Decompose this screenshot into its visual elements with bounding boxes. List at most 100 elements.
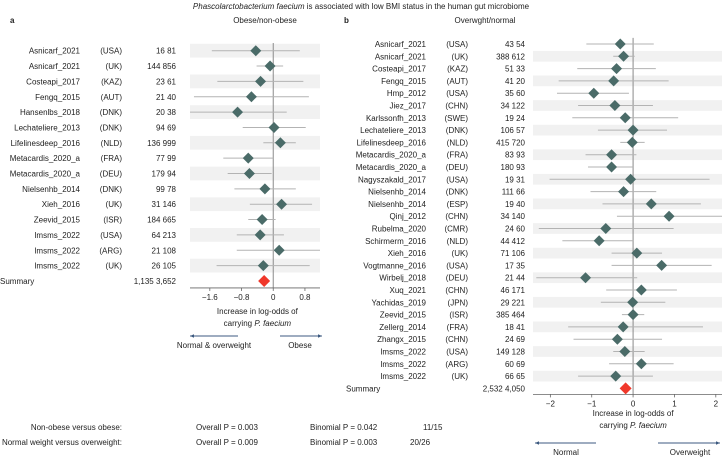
study-counts: 60 69 <box>505 360 526 369</box>
study-counts: 99 78 <box>156 185 177 194</box>
estimate-diamond <box>273 244 285 256</box>
x-axis-label-line1: Increase in log-odds of <box>217 307 299 316</box>
study-country: (UK) <box>106 262 123 271</box>
estimate-diamond <box>626 136 638 148</box>
estimate-diamond <box>588 87 600 99</box>
x-tick-label: 0 <box>631 399 636 408</box>
study-counts: 20 38 <box>156 108 177 117</box>
x-tick-label: 0 <box>271 293 276 302</box>
estimate-diamond <box>610 370 622 382</box>
panel-label: b <box>344 16 349 25</box>
study-counts: 26 105 <box>152 262 177 271</box>
study-country: (NLD) <box>101 139 123 148</box>
study-counts: 29 221 <box>501 298 526 307</box>
study-counts: 24 69 <box>505 335 526 344</box>
study-country: (USA) <box>100 47 122 56</box>
estimate-diamond <box>627 124 639 136</box>
study-counts: 184 665 <box>147 216 176 225</box>
estimate-diamond <box>619 112 631 124</box>
study-country: (SWE) <box>444 114 468 123</box>
stats-binomial-1: Binomial P = 0.003 <box>310 438 378 447</box>
x-tick-label: −1 <box>587 399 597 408</box>
estimate-diamond <box>627 296 639 308</box>
study-country: (UK) <box>452 52 469 61</box>
stats-binomial-0: Binomial P = 0.042 <box>310 423 378 432</box>
study-counts: 179 94 <box>152 170 177 179</box>
stats-overall-0: Overall P = 0.003 <box>196 423 258 432</box>
study-name: Xuq_2021 <box>390 286 427 295</box>
study-country: (DNK) <box>100 123 123 132</box>
study-name: Zellerg_2014 <box>379 323 426 332</box>
estimate-diamond <box>618 50 630 62</box>
study-counts: 388 612 <box>496 52 525 61</box>
study-name: Costeapi_2017 <box>372 65 426 74</box>
study-counts: 21 108 <box>152 246 177 255</box>
x-axis-label-line2: carrying P. faecium <box>599 421 667 430</box>
study-name: Vogtmanne_2016 <box>363 261 426 270</box>
study-name: Zhangx_2015 <box>377 335 426 344</box>
study-counts: 18 41 <box>505 323 526 332</box>
estimate-diamond <box>257 260 269 272</box>
study-country: (USA) <box>100 231 122 240</box>
study-name: Zeevid_2015 <box>380 311 427 320</box>
study-country: (USA) <box>446 348 468 357</box>
study-name: Jiez_2017 <box>390 102 427 111</box>
estimate-diamond <box>656 259 668 271</box>
study-name: Imsms_2022 <box>380 372 426 381</box>
estimate-diamond <box>255 75 267 87</box>
study-name: Qinj_2012 <box>390 212 427 221</box>
study-counts: 21 44 <box>505 274 526 283</box>
estimate-diamond <box>617 321 629 333</box>
study-name: Hmp_2012 <box>387 89 427 98</box>
study-country: (CMR) <box>444 225 468 234</box>
estimate-diamond <box>606 161 618 173</box>
x-axis-label-prefix: carrying <box>599 421 630 430</box>
study-country: (NLD) <box>447 237 469 246</box>
x-axis-label-species: P. faecium <box>254 319 291 328</box>
study-name: Imsms_2022 <box>34 246 80 255</box>
study-country: (USA) <box>446 261 468 270</box>
study-country: (NLD) <box>447 138 469 147</box>
study-country: (FRA) <box>101 154 123 163</box>
study-country: (USA) <box>446 175 468 184</box>
study-country: (ESP) <box>447 200 469 209</box>
study-country: (UK) <box>106 200 123 209</box>
summary-diamond <box>619 382 632 395</box>
title-rest: is associated with low BMI status in the… <box>304 2 530 11</box>
study-name: Metacardis_2020_a <box>356 151 427 160</box>
title-species: Phascolarctobacterium faecium <box>192 2 305 11</box>
estimate-diamond <box>625 173 637 185</box>
study-counts: 136 999 <box>147 139 176 148</box>
study-name: Lifelinesdeep_2016 <box>357 138 427 147</box>
x-tick-label: −2 <box>546 399 556 408</box>
study-country: (CHN) <box>445 212 468 221</box>
study-counts: 41 20 <box>505 77 526 86</box>
estimate-diamond <box>645 198 657 210</box>
study-counts: 46 171 <box>501 286 526 295</box>
study-name: Asnicarf_2021 <box>375 52 427 61</box>
study-counts: 21 40 <box>156 93 177 102</box>
estimate-diamond <box>619 346 631 357</box>
study-country: (FRA) <box>447 151 469 160</box>
estimate-diamond <box>611 333 623 345</box>
study-counts: 43 54 <box>505 40 526 49</box>
study-counts: 77 99 <box>156 154 177 163</box>
study-country: (UK) <box>452 372 469 381</box>
study-name: Hansenlbs_2018 <box>20 108 81 117</box>
study-country: (UK) <box>452 249 469 258</box>
estimate-diamond <box>609 100 621 111</box>
stats-fraction-1: 20/26 <box>410 438 431 447</box>
study-name: Xieh_2016 <box>42 200 81 209</box>
study-country: (DNK) <box>100 108 123 117</box>
study-country: (ISR) <box>449 311 468 320</box>
study-country: (CHN) <box>445 335 468 344</box>
summary-label: Summary <box>0 277 34 286</box>
study-name: Rubelma_2020 <box>372 225 427 234</box>
study-name: Nielsenhb_2014 <box>22 185 80 194</box>
study-name: Metacardis_2020_a <box>10 154 81 163</box>
estimate-diamond <box>631 247 643 259</box>
study-country: (ARG) <box>445 360 468 369</box>
study-name: Lechateliere_2013 <box>14 123 80 132</box>
study-country: (CHN) <box>445 286 468 295</box>
